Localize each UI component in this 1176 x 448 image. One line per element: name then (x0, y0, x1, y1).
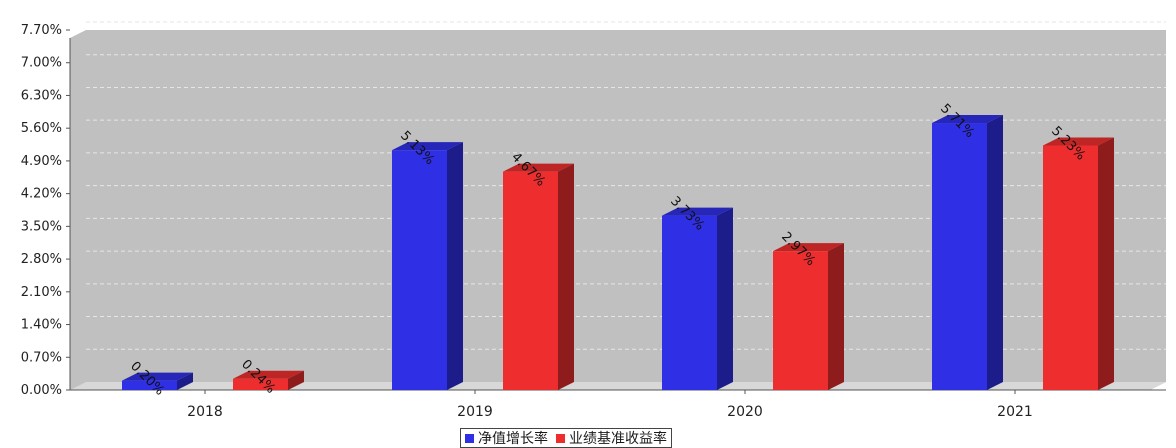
bar-side (987, 115, 1003, 390)
bar-side (288, 370, 304, 390)
x-tick-label: 2019 (457, 404, 493, 420)
x-tick-label: 2020 (727, 404, 763, 420)
bar-side (558, 163, 574, 390)
bar[interactable] (1043, 137, 1114, 390)
y-axis: 0.00% 0.70% 1.40% 2.10% 2.80% 3.50% 4.20% 4.90%… (21, 23, 71, 398)
bar-top (1043, 137, 1114, 146)
y-tick-label: 6.30% (21, 88, 62, 103)
bar-front (1043, 145, 1098, 390)
bar-side (828, 243, 844, 390)
bar-side (717, 207, 733, 390)
y-tick-label: 1.40% (21, 318, 62, 333)
bar-top (122, 372, 193, 381)
bar-top (773, 243, 844, 252)
bar-front (233, 378, 288, 390)
legend-swatch-series-2 (556, 433, 565, 443)
bars (122, 115, 1114, 390)
y-tick-label: 7.70% (21, 23, 62, 38)
bar-side (1098, 137, 1114, 390)
legend-label-series-2: 业绩基准收益率 (569, 431, 667, 447)
y-tick-label: 2.80% (21, 252, 62, 267)
bar[interactable] (233, 370, 304, 390)
x-tick-label: 2018 (187, 404, 223, 420)
legend-item-series-1[interactable]: 净值增长率 (465, 428, 548, 448)
bar[interactable] (773, 243, 844, 390)
x-tick-label: 2021 (997, 404, 1033, 420)
bar-side (177, 372, 193, 390)
bar-front (932, 123, 987, 390)
y-tick-label: 0.70% (21, 350, 62, 365)
y-tick-label: 0.00% (21, 383, 62, 398)
y-tick-label: 3.50% (21, 219, 62, 234)
bar-front (122, 380, 177, 390)
bar[interactable] (662, 207, 733, 390)
bar-front (392, 150, 447, 390)
bar-side (447, 142, 463, 390)
y-tick-label: 5.60% (21, 121, 62, 136)
y-tick-label: 2.10% (21, 285, 62, 300)
bar-top (932, 115, 1003, 124)
bar-front (503, 171, 558, 390)
bar[interactable] (503, 163, 574, 390)
bar-top (662, 207, 733, 216)
bar[interactable] (122, 372, 193, 390)
y-tick-label: 4.90% (21, 154, 62, 169)
bar-top (392, 142, 463, 151)
legend-item-series-2[interactable]: 业绩基准收益率 (556, 428, 667, 448)
y-tick-label: 7.00% (21, 56, 62, 71)
legend-label-series-1: 净值增长率 (478, 431, 548, 447)
bar-top (503, 163, 574, 172)
bar-top (233, 370, 304, 379)
plot-floor (70, 382, 1166, 390)
legend-swatch-series-1 (465, 433, 474, 443)
bar[interactable] (932, 115, 1003, 390)
bar[interactable] (392, 142, 463, 390)
bar-front (662, 215, 717, 390)
y-tick-label: 4.20% (21, 187, 62, 202)
legend: 净值增长率 业绩基准收益率 (460, 428, 672, 448)
bar-front (773, 251, 828, 390)
x-axis: 2018 2019 2020 2021 (70, 389, 1166, 420)
